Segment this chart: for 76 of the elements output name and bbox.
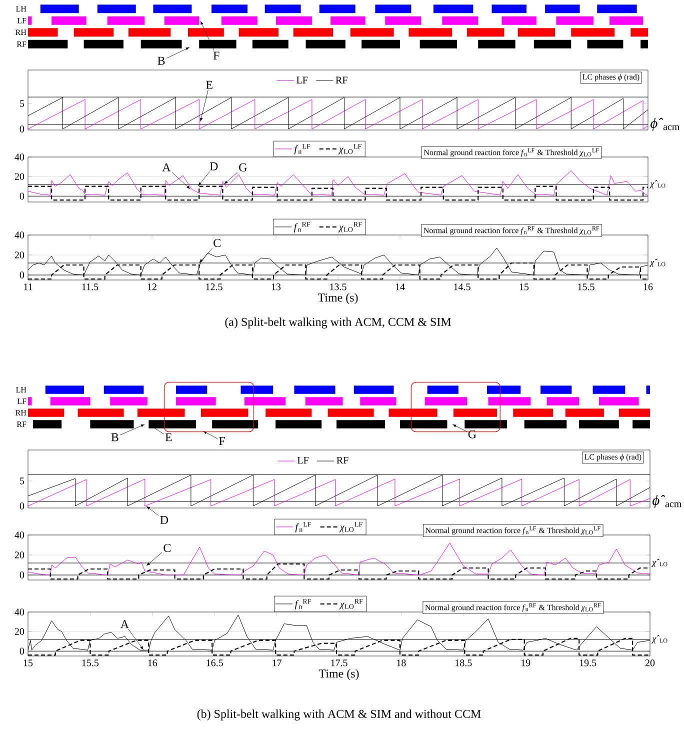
y-tick-label: 0 [20,272,24,278]
y-tick-label: 0 [20,192,24,200]
annotation: A [162,163,171,172]
y-tick-label: 20 [14,552,24,558]
annotation: D [160,516,168,524]
annotation: E [206,80,212,89]
annotation: B [111,433,118,442]
text: F [219,437,225,445]
x-tick-label: 16 [148,660,158,666]
annotation: A [120,620,129,628]
x-tick-label: 11 [24,284,32,290]
y-tick-label: 5 [20,100,24,107]
legend-label: RF [336,76,348,84]
x-tick-label: 16 [644,284,653,290]
y-tick-label: 40 [14,154,24,160]
annotation: G [468,430,476,438]
annotation: C [164,544,171,552]
ref-line-label: χ̂$_{LO}$ [651,558,668,568]
x-tick-label: 18.5 [456,660,472,666]
y-tick-label: 40 [14,608,24,616]
y-tick-label: RH [16,30,26,35]
y-tick-label: 0 [20,502,24,510]
annotation: D [210,162,218,170]
x-tick-label: 13.5 [330,284,346,290]
y-tick-label: LH [16,387,26,392]
x-tick-label: 15 [24,660,33,666]
y-tick-label: RF [16,42,26,47]
y-tick-label: 20 [14,173,24,180]
text: (a) Split-belt walking with ACM, CCM & SIM [225,318,451,328]
x-axis-title: Time (s) [318,669,359,680]
ref-line-label: χ̂$_{LO}$ [651,635,668,644]
y-tick-label: 40 [14,232,24,238]
y-tick-label: RF [16,422,26,427]
x-tick-label: 15 [520,284,529,290]
x-tick-label: 12.5 [206,284,222,290]
x-tick-label: 15.5 [578,284,594,290]
ref-line-label: χ̂$_{LO}$ [649,180,666,188]
x-tick-label: 15.5 [82,660,99,666]
ref-line-label: ϕ̂$_{acm}$ [650,118,680,131]
x-axis-title: Time (s) [318,293,358,304]
x-tick-label: 19 [521,660,530,666]
chart-title: LC phases ϕ (rad) [584,454,642,462]
ref-line-label: χ̂$_{LO}$ [649,258,666,268]
x-tick-label: 19.5 [580,660,596,666]
x-tick-label: 16.5 [206,660,223,666]
y-tick-label: 20 [14,252,24,258]
x-tick-label: 17.5 [331,660,348,666]
y-tick-label: LF [17,398,26,404]
x-tick-label: 20 [645,660,655,666]
text: (b) Split-belt walking with ACM & SIM and without CCM [197,710,481,720]
y-tick-label: LF [17,18,26,24]
annotation: C [214,238,220,248]
y-tick-label: RH [16,410,26,416]
text: B [158,56,165,65]
legend-label: RF [336,456,348,464]
x-tick-label: 13 [272,284,281,290]
annotation: F [213,52,220,60]
y-tick-label: 0 [20,126,24,132]
y-tick-label: 0 [20,648,24,654]
x-tick-label: 14 [396,284,405,290]
legend-label: LF [297,456,308,464]
ref-line-label: ϕ̂$_{acm}$ [652,494,682,508]
x-tick-label: 18 [397,660,406,666]
x-tick-label: 12 [148,284,156,290]
y-tick-label: 20 [14,628,24,635]
x-tick-label: 14.5 [454,284,470,290]
x-tick-label: 17 [272,660,282,666]
legend-label: LF [296,76,308,84]
annotation: G [239,163,247,172]
chart-title: LC phases ϕ (rad) [582,74,640,82]
y-tick-label: 40 [14,532,24,538]
y-tick-label: 5 [20,478,24,484]
annotation: E [165,433,172,442]
x-tick-label: 11.5 [82,284,98,290]
y-tick-label: 0 [20,572,24,578]
y-tick-label: LH [16,6,26,12]
